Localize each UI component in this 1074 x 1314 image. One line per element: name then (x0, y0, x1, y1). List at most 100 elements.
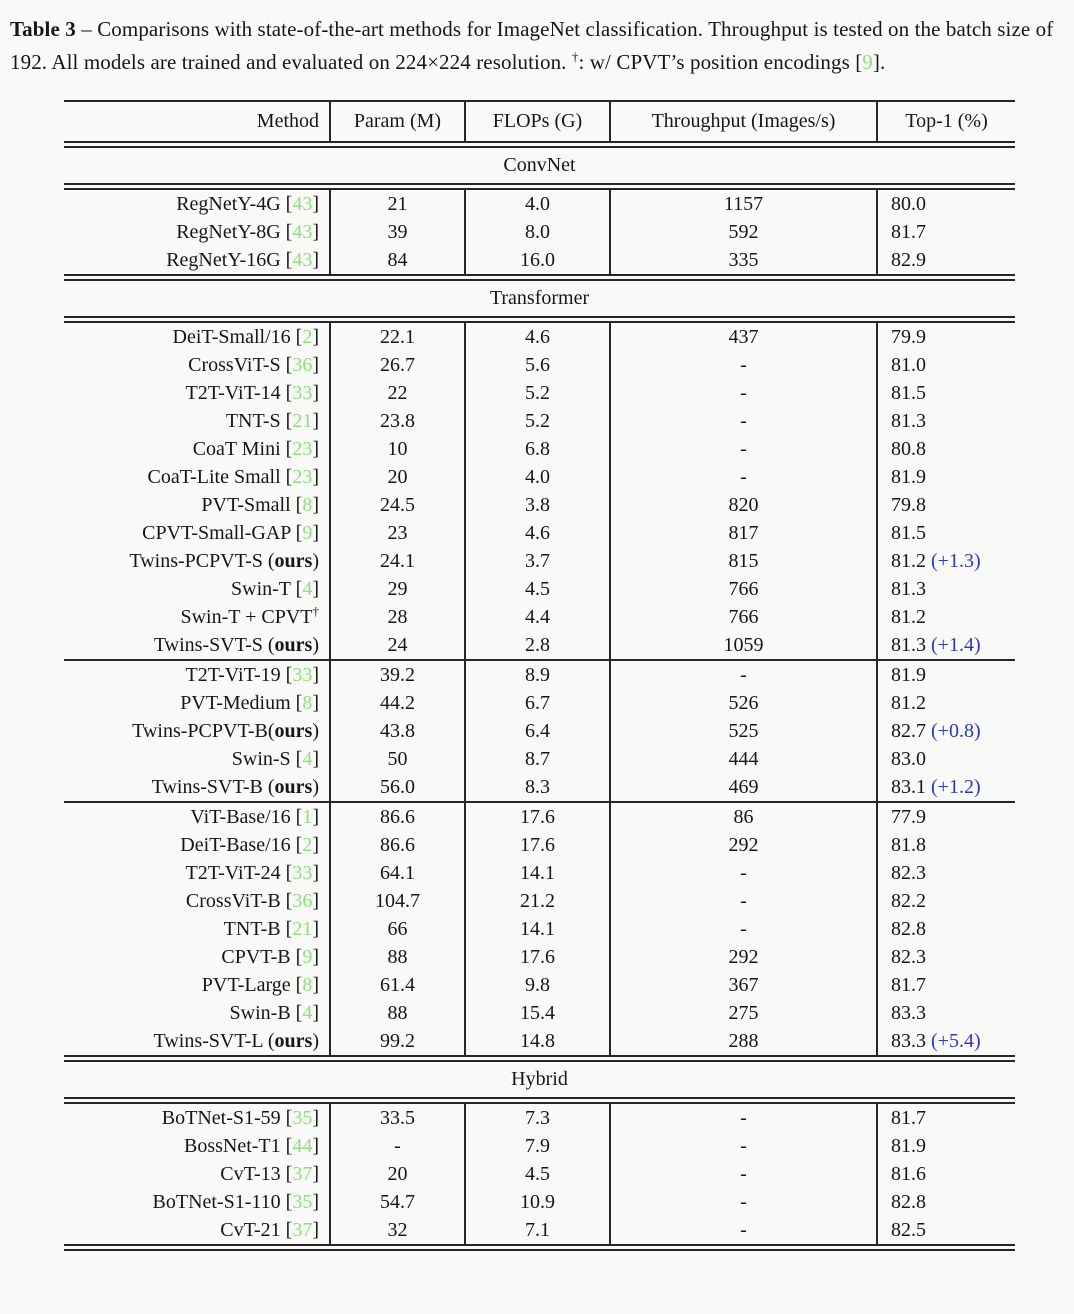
param-cell: 39 (329, 218, 464, 246)
method-cell: TNT-S [21] (225, 410, 319, 432)
header-param: Param (M) (329, 102, 464, 141)
method-cell: Swin-S [4] (231, 748, 319, 770)
flops-cell: 4.0 (464, 463, 609, 491)
table-rule-double (64, 1244, 1015, 1251)
top1-cell: 82.9 (876, 246, 1015, 274)
top1-cell: 83.0 (876, 745, 1015, 773)
throughput-cell: - (609, 859, 876, 887)
flops-cell: 7.9 (464, 1132, 609, 1160)
param-cell: 86.6 (329, 803, 464, 831)
method-cell: BossNet-T1 [44] (183, 1135, 319, 1157)
throughput-cell: - (609, 463, 876, 491)
method-cell: RegNetY-8G [43] (176, 221, 319, 243)
top1-cell: 81.2 (876, 689, 1015, 717)
throughput-cell: - (609, 1104, 876, 1132)
citation-ref: 21 (292, 410, 313, 432)
header-method: Method (256, 110, 319, 132)
table-row: T2T-ViT-24 [33] 64.1 14.1-82.3 (64, 859, 1015, 887)
throughput-cell: 444 (609, 745, 876, 773)
throughput-cell: 335 (609, 246, 876, 274)
param-cell: 56.0 (329, 773, 464, 801)
citation-ref: 2 (302, 326, 313, 348)
citation-ref: 9 (302, 522, 313, 544)
citation-ref: 8 (302, 494, 313, 516)
table-row: BossNet-T1 [44] -7.9-81.9 (64, 1132, 1015, 1160)
method-cell: T2T-ViT-19 [33] (185, 664, 319, 686)
flops-cell: 8.9 (464, 661, 609, 689)
flops-cell: 17.6 (464, 831, 609, 859)
table-row: Twins-PCPVT-S (ours) 24.1 3.7 815 81.2 (+1.3… (64, 547, 1015, 575)
top1-cell: 81.5 (876, 519, 1015, 547)
table-row: Twins-SVT-L (ours) 99.2 14.8 288 83.3 (+5.4) (64, 1027, 1015, 1055)
method-cell: CvT-21 [37] (220, 1219, 319, 1241)
flops-cell: 17.6 (464, 943, 609, 971)
table-caption: Table 3 – Comparisons with state-of-the-… (10, 16, 1062, 76)
param-cell: 66 (329, 915, 464, 943)
top1-cell: 81.2 (+1.3) (876, 547, 1015, 575)
flops-cell: 8.0 (464, 218, 609, 246)
citation-ref: 4 (302, 1002, 313, 1024)
throughput-cell: - (609, 887, 876, 915)
top1-cell: 82.2 (876, 887, 1015, 915)
top1-cell: 81.6 (876, 1160, 1015, 1188)
citation-ref: 43 (292, 193, 313, 215)
citation-ref: 35 (292, 1107, 313, 1129)
method-cell: Swin-B [4] (229, 1002, 319, 1024)
method-cell: CvT-13 [37] (220, 1163, 319, 1185)
flops-cell: 5.2 (464, 407, 609, 435)
flops-cell: 8.3 (464, 773, 609, 801)
top1-cell: 82.3 (876, 943, 1015, 971)
top1-cell: 83.3 (876, 999, 1015, 1027)
table-row: Swin-B [4] 88 15.4 275 83.3 (64, 999, 1015, 1027)
param-cell: 20 (329, 463, 464, 491)
gain-badge: (+1.3) (926, 550, 981, 572)
table-row: ViT-Base/16 [1] 86.6 17.6 86 77.9 (64, 803, 1015, 831)
table-row: BoTNet-S1-110 [35] 54.7 10.9-82.8 (64, 1188, 1015, 1216)
param-cell: 22.1 (329, 323, 464, 351)
caption-separator: – (75, 17, 98, 41)
table-row: CvT-21 [37] 32 7.1-82.5 (64, 1216, 1015, 1244)
throughput-cell: 1157 (609, 190, 876, 218)
header-flops: FLOPs (G) (464, 102, 609, 141)
top1-cell: 82.8 (876, 915, 1015, 943)
flops-cell: 3.7 (464, 547, 609, 575)
citation-ref: 36 (292, 890, 313, 912)
top1-cell: 82.7 (+0.8) (876, 717, 1015, 745)
table-row: Swin-S [4] 50 8.7 444 83.0 (64, 745, 1015, 773)
citation-ref: 2 (302, 834, 313, 856)
flops-cell: 5.2 (464, 379, 609, 407)
flops-cell: 4.5 (464, 575, 609, 603)
table-row: CoaT-Lite Small [23] 20 4.0-81.9 (64, 463, 1015, 491)
citation-ref: 8 (302, 692, 313, 714)
method-cell: T2T-ViT-14 [33] (185, 382, 319, 404)
throughput-cell: - (609, 407, 876, 435)
method-cell: ViT-Base/16 [1] (190, 806, 319, 828)
throughput-cell: - (609, 915, 876, 943)
table-row: T2T-ViT-14 [33] 22 5.2-81.5 (64, 379, 1015, 407)
throughput-cell: 526 (609, 689, 876, 717)
table-row: DeiT-Base/16 [2] 86.6 17.6 292 81.8 (64, 831, 1015, 859)
flops-cell: 16.0 (464, 246, 609, 274)
table-row: CPVT-B [9] 88 17.6 292 82.3 (64, 943, 1015, 971)
table-rule-double (64, 1097, 1015, 1104)
gain-badge: (+1.2) (926, 776, 981, 798)
throughput-cell: 367 (609, 971, 876, 999)
gain-badge: (+0.8) (926, 720, 981, 742)
param-cell: 39.2 (329, 661, 464, 689)
flops-cell: 6.8 (464, 435, 609, 463)
citation-ref: 43 (292, 249, 313, 271)
table-row: PVT-Large [8] 61.4 9.8 367 81.7 (64, 971, 1015, 999)
table-rule-double (64, 1055, 1015, 1062)
top1-cell: 80.0 (876, 190, 1015, 218)
param-cell: 22 (329, 379, 464, 407)
flops-cell: 4.0 (464, 190, 609, 218)
flops-cell: 9.8 (464, 971, 609, 999)
top1-cell: 79.8 (876, 491, 1015, 519)
param-cell: 24 (329, 631, 464, 659)
top1-cell: 82.5 (876, 1216, 1015, 1244)
table-row: CvT-13 [37] 20 4.5-81.6 (64, 1160, 1015, 1188)
flops-cell: 21.2 (464, 887, 609, 915)
throughput-cell: - (609, 351, 876, 379)
param-cell: 54.7 (329, 1188, 464, 1216)
method-cell: BoTNet-S1-59 [35] (161, 1107, 319, 1129)
